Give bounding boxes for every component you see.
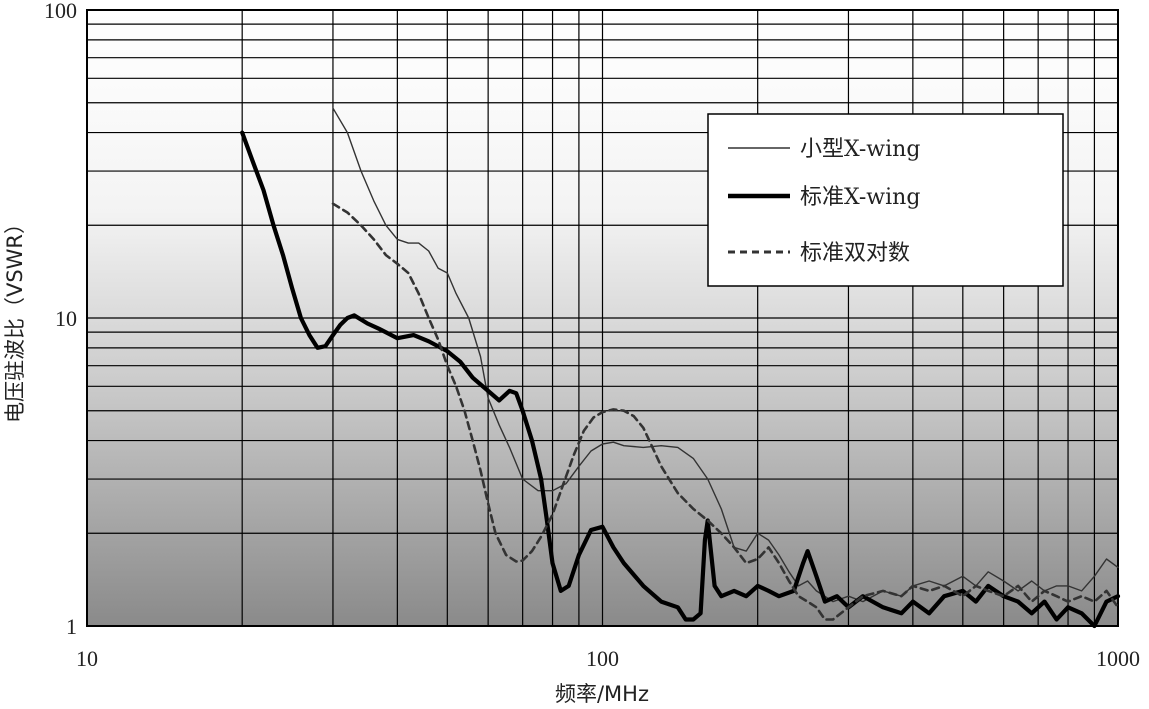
y-tick-label: 10 — [55, 306, 77, 331]
series-group — [240, 107, 1121, 629]
y-axis-title: 电压驻波比（VSWR） — [3, 213, 27, 423]
x-tick-label: 1000 — [1096, 646, 1140, 671]
legend-label-small-xwing: 小型X-wing — [800, 137, 920, 162]
y-tick-label: 1 — [66, 614, 77, 639]
legend: 小型X-wing 标准X-wing 标准双对数 — [707, 113, 1064, 287]
x-tick-label: 10 — [76, 646, 98, 671]
legend-label-standard-log-periodic: 标准双对数 — [800, 241, 910, 266]
grid — [87, 10, 1118, 626]
legend-box — [707, 113, 1064, 287]
series-line-2 — [331, 202, 1120, 621]
tick-labels: 10 100 1000 1 10 100 — [44, 0, 1140, 671]
y-tick-label: 100 — [44, 0, 77, 23]
series-line-0 — [332, 107, 1119, 603]
legend-label-standard-xwing: 标准X-wing — [800, 185, 920, 210]
x-axis-title: 频率/MHz — [555, 682, 649, 706]
x-tick-label: 100 — [586, 646, 619, 671]
series-line-1 — [240, 130, 1121, 629]
